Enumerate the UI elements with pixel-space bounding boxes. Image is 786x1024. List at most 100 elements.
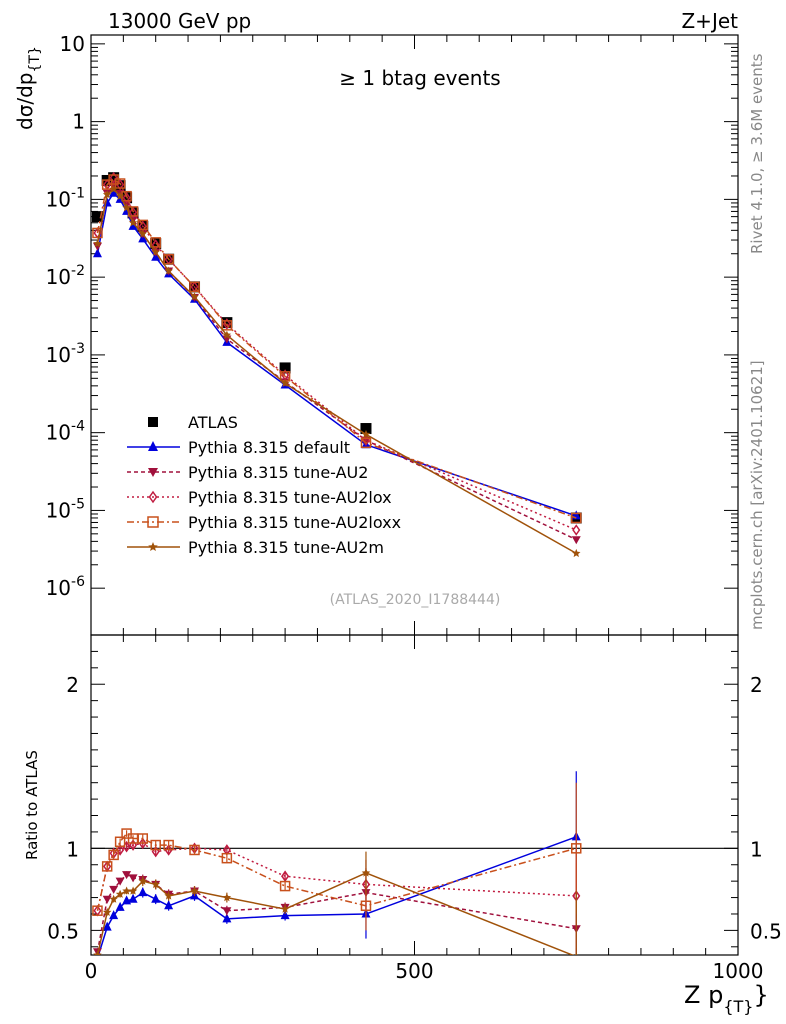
legend-label: Pythia 8.315 tune-AU2lox [188,488,392,507]
data-point [361,429,371,438]
data-point [108,172,120,184]
data-point [109,184,118,193]
data-point [122,203,131,212]
ratio-point [115,877,125,886]
ratio-point [164,844,173,856]
ratio-point [222,893,232,902]
data-point [128,206,138,219]
legend-label: Pythia 8.315 default [188,438,350,457]
ratio-xtick-label: 500 [395,959,433,983]
ratio-xtick-label: 0 [85,959,98,983]
ratio-ytick-label-right: 0.5 [750,919,782,943]
data-point [92,227,103,239]
data-point [190,292,199,301]
ratio-point [151,879,160,889]
ratio-point [279,880,291,892]
ratio-point [102,895,112,904]
ratio-point [109,894,118,903]
ratio-point [150,839,161,851]
data-point [114,180,126,192]
legend-marker [148,542,158,551]
process-label: Z+Jet [681,9,738,33]
main-title: ≥ 1 btag events [339,66,500,90]
ratio-point [221,852,233,864]
ratio-point [280,904,290,913]
data-point [222,330,232,339]
ratio-point [114,836,126,848]
main-data [91,171,582,558]
ratio-ytick-label: 2 [66,673,79,697]
legend-entry: Pythia 8.315 tune-AU2 [127,463,368,482]
data-point [221,317,233,329]
data-point [572,548,581,558]
ratio-point [222,907,232,916]
ratio-ytick-label: 0.5 [47,919,79,943]
data-point [93,239,102,248]
ratio-point [128,874,138,883]
data-point [137,219,149,231]
ratio-xlabel: Z p{T}} [684,981,769,1016]
legend-label: Pythia 8.315 tune-AU2m [188,538,384,557]
ratio-point [164,900,174,910]
legend-label: Pythia 8.315 tune-AU2loxx [188,513,401,532]
main-axes: 10-6 10-5 10-4 10-3 10-2 10-1 1 10 [46,32,739,635]
data-point [571,536,581,545]
series-line [96,176,577,531]
data-point [92,248,102,258]
data-point [151,247,160,256]
ratio-point [137,833,149,844]
main-ylabel: dσ/dp{T} [13,46,43,130]
ratio-point [281,870,290,883]
data-point [92,242,102,251]
data-point [91,211,103,223]
ratio-point [189,844,200,856]
legend-marker [147,516,159,528]
data-point [150,237,161,248]
data-point [280,378,290,387]
legend-marker [148,441,158,451]
ratio-point [92,905,103,916]
data-point [109,187,119,197]
legend-marker [148,468,158,477]
ratio-point [138,887,148,897]
ratio-line [96,832,577,911]
data-point [189,281,200,293]
ratio-point [102,921,112,931]
legend-label: ATLAS [188,413,238,432]
ratio-panel-frame [90,634,739,956]
data-point [102,190,112,199]
ratio-xtick-label: 1000 [713,959,764,983]
ratio-axes: 0.5 0.5 1 1 2 2 0 500 1000 [47,635,782,983]
ratio-ytick-label: 1 [66,837,79,861]
legend-entry: Pythia 8.315 tune-AU2m [127,538,384,557]
main-ytick-label: 10 [60,32,85,56]
legend-entry: Pythia 8.315 default [127,438,350,457]
ratio-point [122,886,131,895]
ratio-point [115,889,125,898]
ratio-point [164,891,173,900]
ratio-point [361,868,371,877]
series-line [96,178,577,519]
legend: ATLAS Pythia 8.315 default Pythia 8.315 tu… [127,413,401,557]
legend-marker [148,417,158,427]
ratio-point [138,837,147,850]
ratio-point [163,839,174,851]
ratio-data [92,771,582,955]
ratio-point [575,952,578,955]
ratio-point [138,876,147,885]
main-ytick-label: 10-5 [46,496,85,522]
ratio-point [128,893,138,903]
main-ytick-label: 10-1 [46,185,85,211]
data-point [114,178,126,189]
data-point [138,229,147,238]
ratio-ytick-label-right: 2 [750,673,763,697]
legend-label: Pythia 8.315 tune-AU2 [188,463,368,482]
series-5 [93,184,581,558]
data-point [571,512,582,524]
ratio-point [360,900,372,912]
data-point [360,437,372,449]
series-1 [92,187,581,520]
ratio-point [93,950,102,955]
ratio-point [122,871,132,880]
